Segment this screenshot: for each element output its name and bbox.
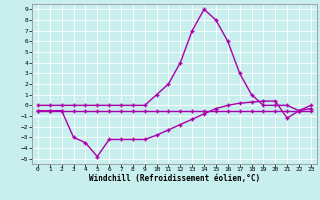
X-axis label: Windchill (Refroidissement éolien,°C): Windchill (Refroidissement éolien,°C) [89, 174, 260, 183]
